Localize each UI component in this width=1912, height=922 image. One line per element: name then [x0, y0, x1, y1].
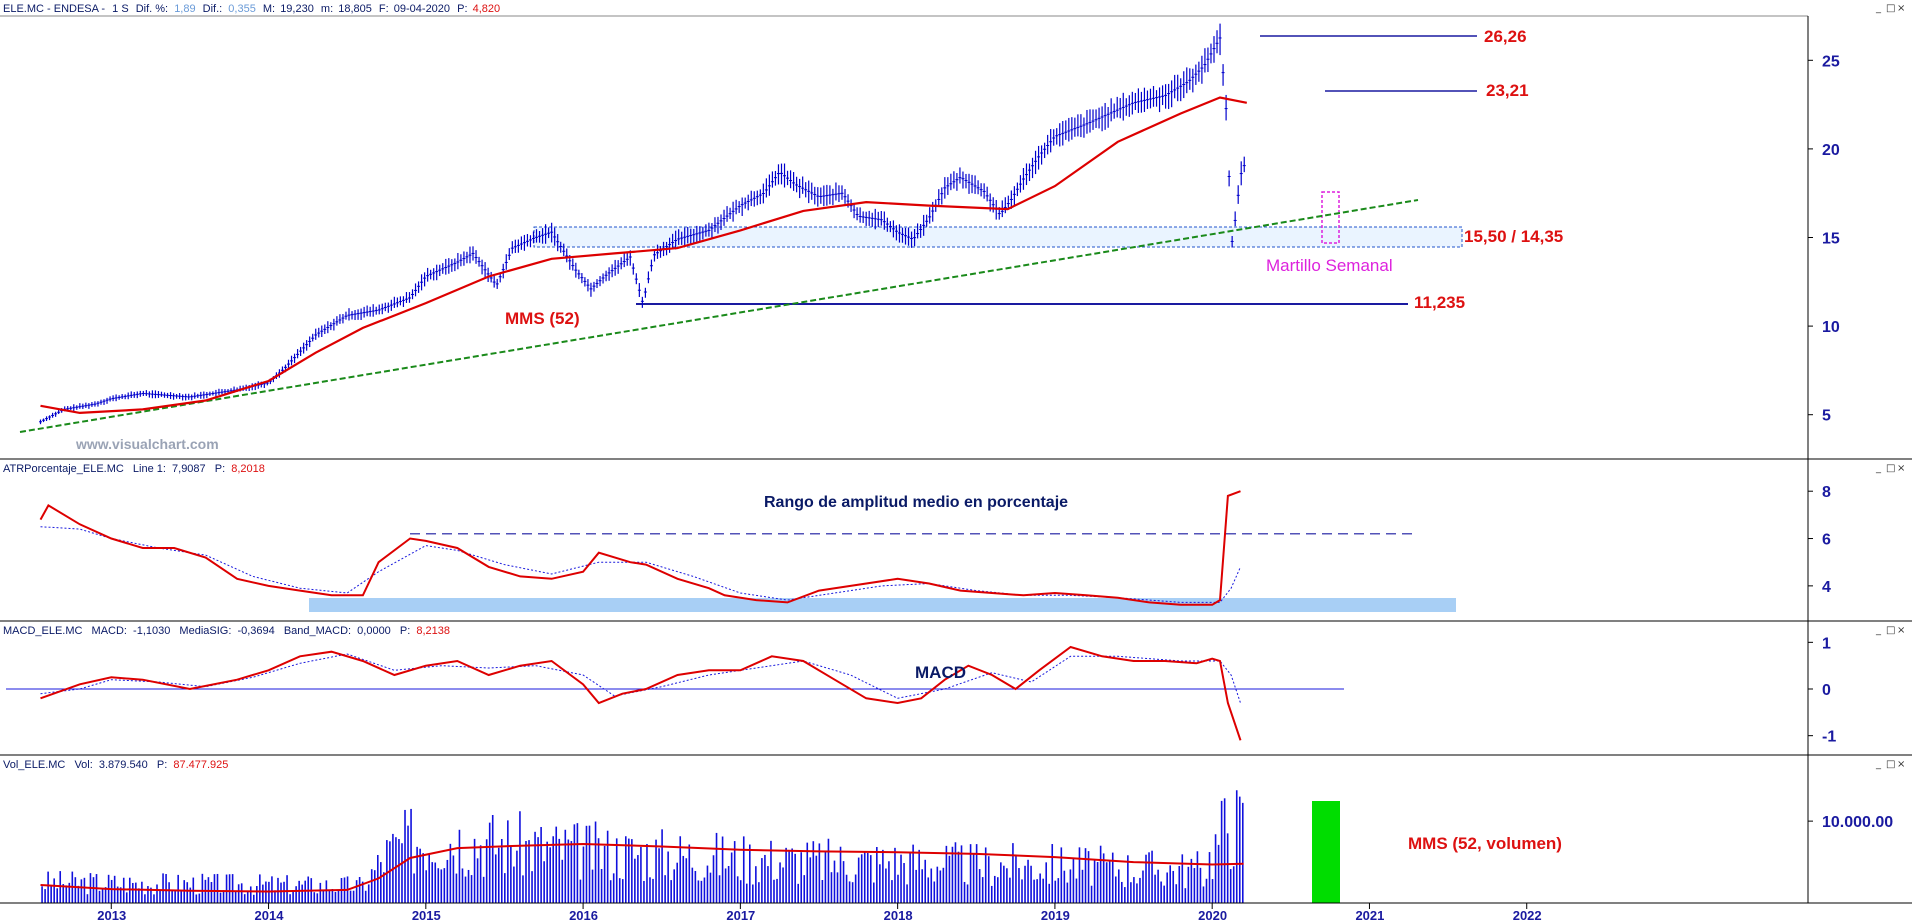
y-tick-label: 10.000.00: [1822, 814, 1893, 831]
window-controls-volume: _ □ ×: [1875, 759, 1905, 770]
x-tick-label: 2018: [884, 908, 913, 922]
symbol: ELE.MC - ENDESA -: [3, 3, 105, 15]
maximize-icon[interactable]: □: [1886, 625, 1895, 636]
macd-signal-line: [40, 653, 1241, 704]
ma-52-line: [40, 96, 1248, 415]
y-tick-label: 20: [1822, 142, 1840, 159]
x-tick-label: 2022: [1513, 908, 1542, 922]
y-tick-label: -1: [1822, 729, 1836, 746]
x-tick-label: 2017: [726, 908, 755, 922]
x-tick-label: 2021: [1355, 908, 1384, 922]
label-15-50-14-35: 15,50 / 14,35: [1464, 227, 1563, 246]
watermark: www.visualchart.com: [75, 436, 219, 452]
atr-panel: ATRPorcentaje_ELE.MC Line 1: 7,9087 P: 8…: [0, 459, 1912, 622]
volume-ma-label: MMS (52, volumen): [1408, 834, 1562, 853]
maximize-icon[interactable]: □: [1886, 463, 1895, 474]
y-tick-label: 6: [1822, 532, 1831, 549]
y-tick-label: 0: [1822, 682, 1831, 699]
window-controls-price: _ □ ×: [1875, 3, 1905, 14]
close-icon[interactable]: ×: [1897, 759, 1905, 770]
maximize-icon[interactable]: □: [1886, 759, 1895, 770]
x-tick-label: 2014: [255, 908, 285, 922]
minimize-icon[interactable]: _: [1875, 463, 1882, 474]
volume-panel: Vol_ELE.MC Vol: 3.879.540 P: 87.477.925 …: [0, 755, 1912, 904]
macd-panel: MACD_ELE.MC MACD: -1,1030 MediaSIG: -0,3…: [0, 621, 1912, 756]
price-header: ELE.MC - ENDESA - 1 S Dif. %: 1,89 Dif.:…: [3, 3, 500, 15]
atr-line: [39, 490, 1241, 606]
y-tick-label: 5: [1822, 408, 1831, 425]
y-tick-label: 8: [1822, 484, 1831, 501]
price-panel: ELE.MC - ENDESA - 1 S Dif. %: 1,89 Dif.:…: [0, 0, 1912, 460]
window-controls-atr: _ □ ×: [1875, 463, 1905, 474]
close-icon[interactable]: ×: [1897, 625, 1905, 636]
x-axis: 2013 2014 2015 2016 2017 2018 2019 2020 2021 2022: [97, 903, 1542, 922]
close-icon[interactable]: ×: [1897, 463, 1905, 474]
label-26-26: 26,26: [1484, 27, 1527, 46]
atr-title: Rango de amplitud medio en porcentaje: [764, 494, 1068, 511]
label-23-21: 23,21: [1486, 81, 1529, 100]
y-tick-label: 10: [1822, 319, 1840, 336]
minimize-icon[interactable]: _: [1875, 625, 1882, 636]
maximize-icon[interactable]: □: [1886, 3, 1895, 14]
low-volatility-band: [309, 598, 1456, 612]
label-martillo-semanal: Martillo Semanal: [1266, 256, 1393, 275]
hammer-box: [1321, 191, 1340, 244]
y-tick-label: 1: [1822, 635, 1831, 652]
volume-header: Vol_ELE.MC Vol: 3.879.540 P: 87.477.925: [3, 759, 228, 771]
volume-highlight: [1312, 801, 1340, 903]
minimize-icon[interactable]: _: [1875, 3, 1882, 14]
macd-title: MACD: [915, 663, 966, 682]
x-tick-label: 2019: [1041, 908, 1070, 922]
volume-y-axis: 10.000.00: [1808, 814, 1893, 831]
label-11-235: 11,235: [1414, 293, 1465, 312]
label-mms-52: MMS (52): [505, 309, 580, 328]
x-tick-label: 2020: [1198, 908, 1227, 922]
atr-y-axis: 4 6 8: [1808, 484, 1831, 596]
macd-y-axis: -1 0 1: [1808, 635, 1836, 746]
macd-line: [40, 645, 1242, 741]
window-controls-macd: _ □ ×: [1875, 625, 1905, 636]
atr-header: ATRPorcentaje_ELE.MC Line 1: 7,9087 P: 8…: [3, 463, 265, 475]
minimize-icon[interactable]: _: [1875, 759, 1882, 770]
trendline: [19, 199, 1419, 433]
close-icon[interactable]: ×: [1897, 3, 1905, 14]
macd-header: MACD_ELE.MC MACD: -1,1030 MediaSIG: -0,3…: [3, 625, 450, 637]
y-tick-label: 15: [1822, 231, 1840, 248]
y-tick-label: 25: [1822, 53, 1840, 70]
x-tick-label: 2016: [569, 908, 598, 922]
volume-ma-line: [40, 842, 1244, 893]
price-y-axis: 5 10 15 20 25: [1808, 53, 1840, 425]
x-tick-label: 2015: [412, 908, 441, 922]
y-tick-label: 4: [1822, 579, 1831, 596]
x-tick-label: 2013: [97, 908, 126, 922]
